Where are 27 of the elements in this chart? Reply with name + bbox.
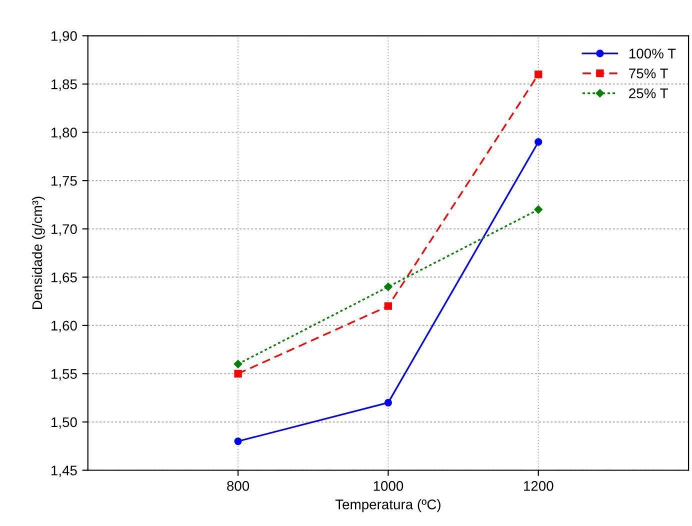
point bbox=[384, 282, 392, 291]
y-tick-label: 1,75 bbox=[51, 176, 77, 188]
legend-label: 25% T bbox=[629, 88, 668, 98]
y-tick-label: 1,80 bbox=[51, 128, 77, 140]
point bbox=[534, 205, 543, 214]
y-tick-label: 1,55 bbox=[51, 369, 77, 381]
point bbox=[384, 398, 392, 406]
x-axis-title: Temperatura (ºC) bbox=[335, 499, 440, 512]
y-tick-label: 1,90 bbox=[51, 31, 77, 43]
y-tick-label: 1,65 bbox=[51, 272, 77, 284]
x-tick-label: 800 bbox=[227, 481, 250, 491]
point bbox=[234, 437, 242, 446]
y-tick-label: 1,85 bbox=[51, 79, 77, 91]
point bbox=[534, 138, 542, 146]
x-tick-label: 1000 bbox=[374, 481, 404, 491]
point bbox=[384, 302, 392, 310]
point bbox=[234, 360, 242, 368]
legend-label: 100% T bbox=[629, 48, 676, 58]
y-tick-label: 1,50 bbox=[51, 417, 77, 429]
legend-label: 75% T bbox=[629, 68, 668, 78]
y-tick-label: 1,70 bbox=[51, 224, 77, 236]
point bbox=[234, 370, 242, 378]
point bbox=[534, 70, 542, 78]
x-tick-label: 1200 bbox=[524, 481, 554, 491]
y-tick-label: 1,60 bbox=[51, 320, 77, 332]
y-axis-title: Densidade (g/cm³) bbox=[32, 196, 45, 309]
y-tick-label: 1,45 bbox=[51, 466, 77, 478]
